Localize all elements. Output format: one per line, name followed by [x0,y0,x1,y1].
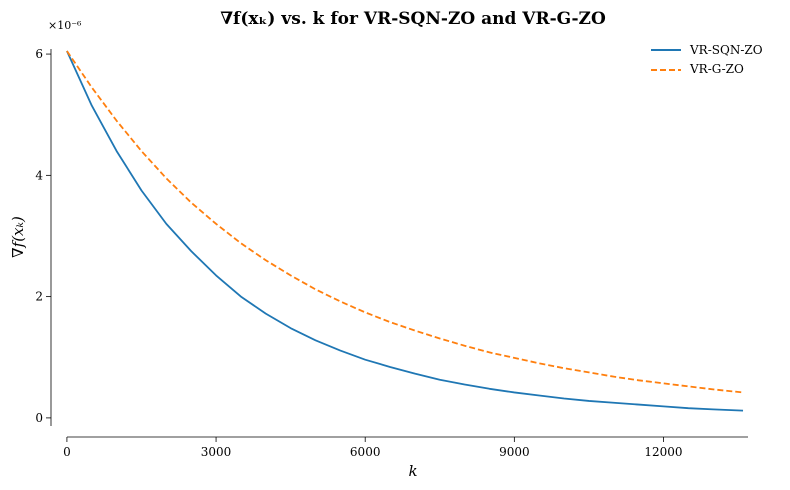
x-tick-label: 0 [63,445,71,459]
x-axis-ticks: 0 3000 6000 9000 12000 [63,437,683,459]
x-tick-label: 3000 [201,445,232,459]
series-layer [66,50,744,412]
y-axis-ticks: 0 2 4 6 [35,47,51,425]
x-tick-label: 9000 [499,445,530,459]
legend-label-vr-g-zo: VR-G-ZO [689,62,744,76]
y-scale-label: ×10⁻⁶ [48,19,82,32]
legend: VR-SQN-ZO VR-G-ZO [651,43,763,76]
y-tick-label: 6 [35,47,43,61]
series-line-vr-sqn-zo [66,50,744,412]
x-tick-label: 6000 [350,445,381,459]
series-line-vr-g-zo [66,50,744,394]
x-axis-label: k [408,462,417,480]
chart-title: ∇f(xₖ) vs. k for VR-SQN-ZO and VR-G-ZO [220,9,606,29]
y-tick-label: 2 [35,290,43,304]
y-axis-label: ∇f(xₖ) [9,216,27,258]
y-tick-label: 4 [35,168,43,182]
y-tick-label: 0 [35,411,43,425]
legend-label-vr-sqn-zo: VR-SQN-ZO [689,43,763,57]
x-tick-label: 12000 [644,445,682,459]
